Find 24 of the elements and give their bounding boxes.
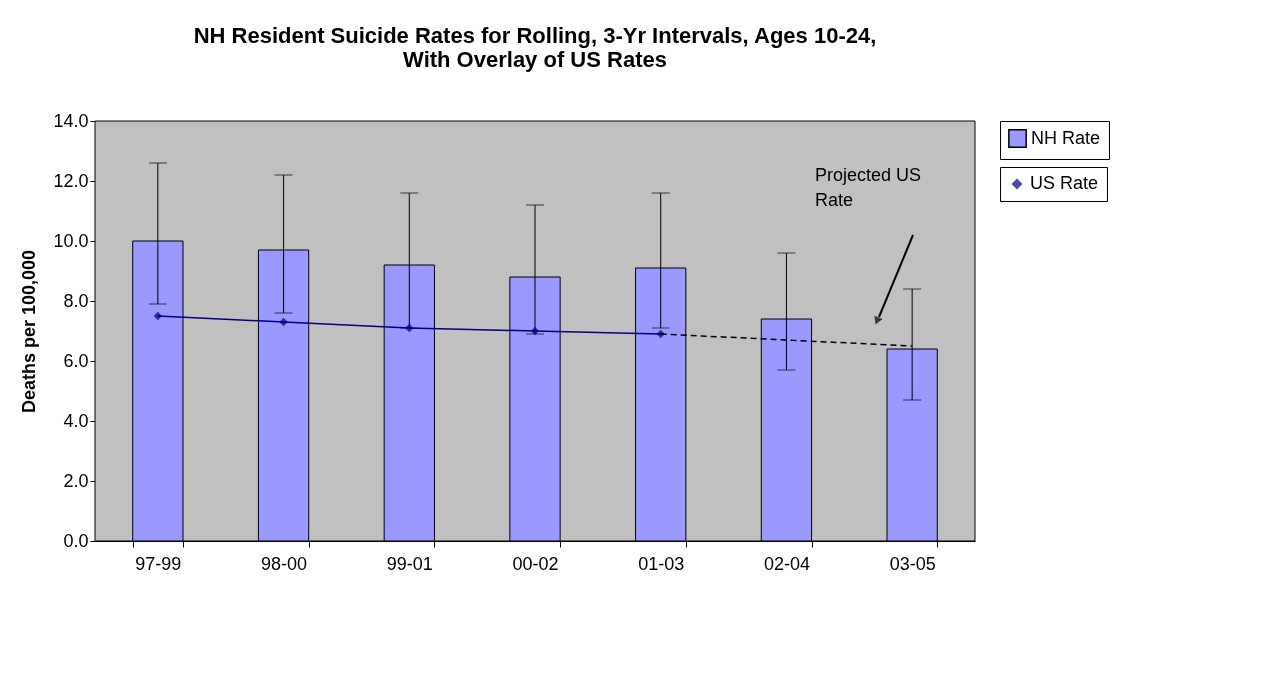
y-tick-label: 14.0 — [53, 110, 89, 131]
point — [405, 323, 414, 333]
chart-title: NH Resident Suicide Rates for Rolling, 3-Yr Intervals, Ages 10-24, With Overlay of US Rates — [193, 23, 877, 72]
legend-label: NH Rate — [1031, 127, 1101, 148]
point — [279, 317, 288, 327]
legend-label: US Rate — [1030, 173, 1099, 193]
x-tick-label: 98-00 — [261, 553, 308, 574]
point — [153, 311, 163, 321]
y-tick-label: 4.0 — [63, 410, 89, 431]
annotation: Projected US Rate — [815, 165, 922, 210]
y-tick-label: 2.0 — [63, 470, 89, 491]
y-tick-label: 12.0 — [53, 170, 89, 191]
y-tick-label: 0.0 — [63, 530, 89, 551]
y-tick-label: 10.0 — [53, 230, 89, 251]
x-tick-label: 03-05 — [889, 553, 936, 574]
y-tick-label: 8.0 — [63, 290, 89, 311]
x-tick-label: 00-02 — [512, 553, 559, 574]
x-tick-label: 97-99 — [135, 553, 182, 574]
x-tick-label: 99-01 — [386, 553, 433, 574]
x-tick-label: 02-04 — [763, 553, 810, 574]
point — [530, 326, 540, 336]
y-axis-title: Deaths per 100,000 — [19, 249, 40, 414]
y-tick-label: 6.0 — [63, 350, 89, 371]
x-tick-label: 01-03 — [638, 553, 685, 574]
